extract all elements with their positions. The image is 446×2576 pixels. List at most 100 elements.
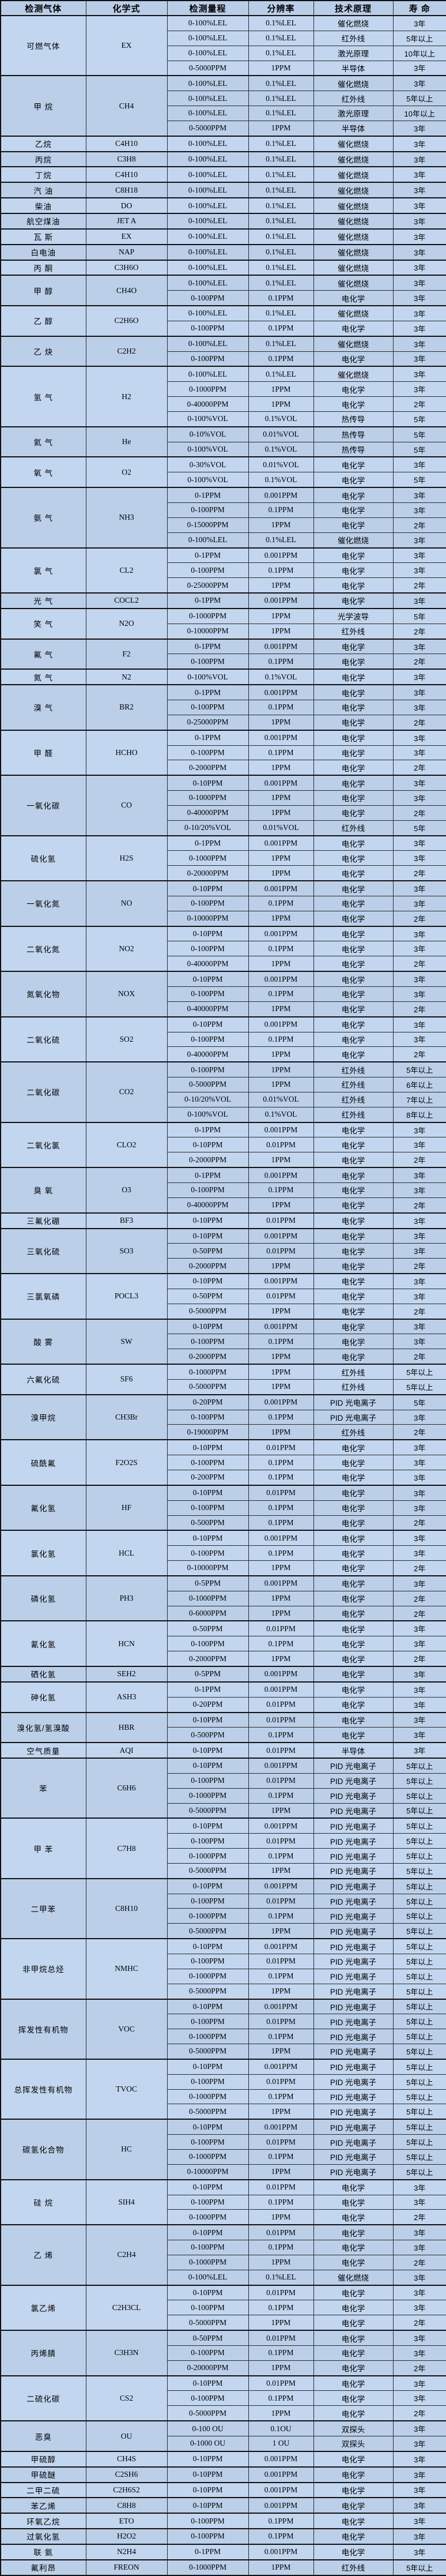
life-cell: 3年 — [392, 790, 446, 806]
principle-cell: 电化学 — [313, 2450, 394, 2468]
life-cell: 3年 — [392, 2345, 446, 2361]
gas-name-cell: 空气质量 — [0, 1742, 86, 1759]
principle-cell: 电化学 — [313, 1439, 394, 1456]
range-cell: 0-5000PPM — [167, 2315, 249, 2331]
resolution-cell: 0.001PPM — [248, 1665, 314, 1683]
gas-name-cell: 丙烯腈 — [0, 2330, 86, 2376]
life-cell: 5年以上 — [392, 1848, 446, 1864]
table-row: 甲 烷 CH4 0-100%LEL 0.1%LEL 催化燃烧 3年 — [0, 75, 446, 137]
gas-name-cell: 氯乙烯 — [0, 2284, 86, 2331]
principle-cell: 催化燃烧 — [313, 182, 394, 198]
range-cell: 0-10PPM — [167, 2284, 249, 2301]
gas-name-cell: 非甲烷总烃 — [0, 1938, 86, 2000]
range-cell: 0-10%VOL — [167, 426, 249, 442]
range-cell: 0-100%LEL — [167, 197, 249, 214]
life-cell: 2年 — [392, 1258, 446, 1274]
principle-cell: 电化学 — [313, 1665, 394, 1683]
range-cell: 0-10PPM — [167, 1016, 249, 1032]
life-cell: 3年 — [392, 2513, 446, 2529]
principle-cell: 电化学 — [313, 472, 394, 488]
range-cell: 0-100PPM — [167, 1833, 249, 1849]
life-cell: 2年 — [392, 1605, 446, 1621]
life-cell: 2年 — [392, 577, 446, 594]
principle-cell: 电化学 — [313, 1031, 394, 1047]
resolution-cell: 1PPM — [248, 1651, 314, 1667]
range-cell: 0-1PPM — [167, 1681, 249, 1698]
principle-cell: 电化学 — [313, 729, 394, 746]
gas-name-cell: 砷化氢 — [0, 1681, 86, 1713]
table-row: 0-10000PPM 1PPM 红外线 2年 — [1, 623, 446, 640]
gas-name-cell: 甲 醛 — [0, 729, 86, 776]
resolution-cell: 0.01PPM — [248, 1620, 314, 1637]
table-row: 二氧化氯 CLO2 0-1PPM 0.001PPM 电化学 3年 — [0, 1121, 446, 1168]
principle-cell: 电化学 — [313, 2405, 394, 2421]
principle-cell: 激光原理 — [313, 45, 394, 61]
principle-cell: 电化学 — [313, 1560, 394, 1576]
principle-cell: 光学波导 — [313, 607, 394, 624]
principle-cell: 红外线 — [313, 1091, 394, 1107]
resolution-cell: 0.1%LEL — [248, 197, 314, 214]
principle-cell: 催化燃烧 — [313, 135, 394, 152]
formula-cell: He — [85, 426, 168, 457]
table-row: 0-5000PPM 1PPM PID 光电离子 5年以上 — [1, 2104, 446, 2120]
principle-cell: 电化学 — [313, 396, 394, 412]
table-row: 0-2000PPM 1PPM 电化学 2年 — [1, 1651, 446, 1667]
range-cell: 0-1000PPM — [167, 1590, 249, 1606]
life-cell: 3年 — [392, 2435, 446, 2452]
range-cell: 0-50PPM — [167, 1620, 249, 1637]
resolution-cell: 1PPM — [248, 60, 314, 76]
life-cell: 3年 — [392, 2390, 446, 2406]
range-cell: 0-19000PPM — [167, 1424, 249, 1440]
table-row: 0-100PPM 0.1PPM PID 光电离子 3年 — [1, 1409, 446, 1425]
table-row: 0-100%VOL 0.1%VOL 热传导 5年 — [1, 441, 446, 457]
principle-cell: 电化学 — [313, 1227, 394, 1244]
principle-cell: 电化学 — [313, 2284, 394, 2301]
range-cell: 0-2000PPM — [167, 760, 249, 776]
gas-name-cell: 笑 气 — [0, 607, 86, 640]
gas-name-cell: 总挥发性有机物 — [0, 2058, 86, 2120]
range-cell: 0-100%LEL — [167, 166, 249, 183]
table-row: 0-500PPM 0.1PPM 电化学 3年 — [1, 1727, 446, 1743]
formula-cell: CO — [85, 775, 168, 836]
principle-cell: 红外线 — [313, 1379, 394, 1395]
table-row: 0-100PPM 0.1PPM 电化学 3年 — [1, 290, 446, 306]
resolution-cell: 0.01PPM — [248, 2284, 314, 2301]
table-row: 0-5000PPM 1PPM PID 光电离子 5年以上 — [1, 1923, 446, 1939]
range-cell: 0-40000PPM — [167, 1001, 249, 1017]
table-row: 0-25000PPM 1PPM 电化学 2年 — [1, 714, 446, 731]
table-row: 氨 气 NH3 0-1PPM 0.001PPM 电化学 3年 — [0, 487, 446, 549]
life-cell: 5年以上 — [392, 1364, 446, 1380]
table-row: 0-10PPM 0.01PPM 电化学 3年 — [1, 1137, 446, 1153]
principle-cell: 电化学 — [313, 592, 394, 609]
principle-cell: 电化学 — [313, 1590, 394, 1606]
table-row: 0-100PPM 0.01PPM PID 光电离子 5年以上 — [1, 1893, 446, 1909]
principle-cell: 电化学 — [313, 1455, 394, 1470]
table-row: 0-100PPM 0.1PPM 电化学 3年 — [1, 1334, 446, 1350]
gas-name-cell: 氟 气 — [0, 638, 86, 670]
principle-cell: 电化学 — [313, 2543, 394, 2560]
range-cell: 0-10PPM — [167, 1227, 249, 1244]
principle-cell: PID 光电离子 — [313, 1998, 394, 2015]
table-row: 0-100PPM 0.1PPM 电化学 3年 — [1, 699, 446, 715]
range-cell: 0-5PPM — [167, 1575, 249, 1591]
gas-name-cell: 溴化氢/氢溴酸 — [0, 1711, 86, 1743]
table-row: 甲 苯 C7H8 0-10PPM 0.001PPM PID 光电离子 5年以上 — [0, 1818, 446, 1879]
life-cell: 3年 — [392, 1530, 446, 1546]
resolution-cell: 0.1PPM — [248, 895, 314, 911]
range-cell: 0-500PPM — [167, 1515, 249, 1531]
life-cell: 3年 — [392, 182, 446, 198]
principle-cell: 电化学 — [313, 2513, 394, 2529]
principle-cell: PID 光电离子 — [313, 1773, 394, 1789]
life-cell: 3年 — [392, 1227, 446, 1244]
range-cell: 0-100%VOL — [167, 441, 249, 457]
formula-cell: F2 — [85, 638, 168, 670]
range-cell: 0-10000PPM — [167, 2164, 249, 2180]
principle-cell: 电化学 — [313, 684, 394, 700]
life-cell: 3年 — [392, 745, 446, 761]
resolution-cell: 1PPM — [248, 760, 314, 776]
range-cell: 0-10PPM — [167, 1998, 249, 2015]
principle-cell: 电化学 — [313, 2345, 394, 2361]
principle-cell: 双探头 — [313, 2435, 394, 2452]
resolution-cell: 0.1PPM — [248, 2300, 314, 2316]
range-cell: 0-100PPM — [167, 1031, 249, 1047]
